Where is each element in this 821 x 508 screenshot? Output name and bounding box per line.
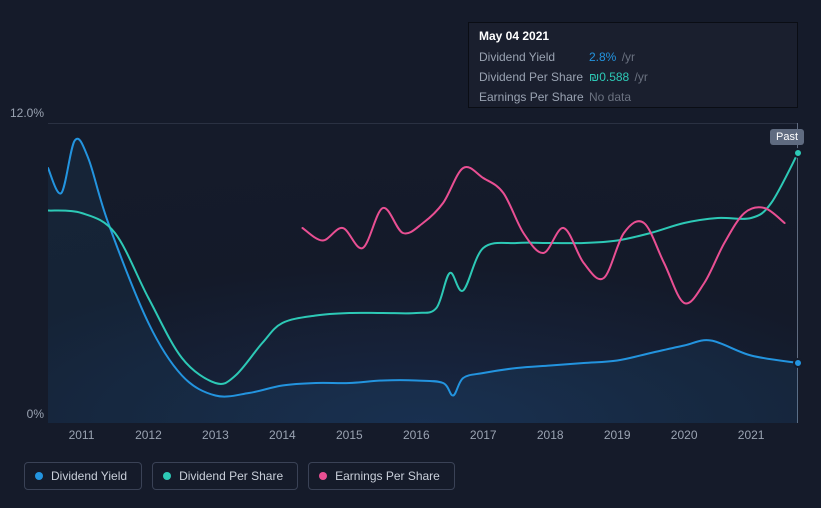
tooltip-value: 2.8% /yr: [589, 50, 635, 64]
xaxis-tick: 2016: [403, 428, 430, 442]
xaxis-tick: 2014: [269, 428, 296, 442]
tooltip-row: Dividend Yield2.8% /yr: [469, 47, 797, 67]
xaxis-tick: 2011: [69, 428, 95, 442]
tooltip-row: Earnings Per ShareNo data: [469, 87, 797, 107]
tooltip: May 04 2021 Dividend Yield2.8% /yrDivide…: [468, 22, 798, 108]
legend: Dividend Yield Dividend Per Share Earnings…: [24, 462, 455, 490]
tooltip-row: Dividend Per Share₪0.588 /yr: [469, 67, 797, 87]
chart-plot[interactable]: Past: [48, 123, 798, 423]
legend-label: Dividend Yield: [51, 469, 127, 483]
legend-dot-icon: [35, 472, 43, 480]
tooltip-label: Earnings Per Share: [479, 90, 589, 104]
tooltip-date: May 04 2021: [469, 23, 797, 47]
tooltip-label: Dividend Per Share: [479, 70, 589, 84]
yaxis-min: 0%: [0, 407, 44, 421]
xaxis-tick: 2017: [470, 428, 497, 442]
tooltip-label: Dividend Yield: [479, 50, 589, 64]
xaxis-tick: 2019: [604, 428, 631, 442]
legend-label: Dividend Per Share: [179, 469, 283, 483]
xaxis-tick: 2020: [671, 428, 698, 442]
xaxis: 2011 2012 2013 2014 2015 2016 2017 2018 2019 2020…: [48, 428, 798, 448]
legend-label: Earnings Per Share: [335, 469, 440, 483]
yaxis-max: 12.0%: [0, 106, 44, 120]
legend-dot-icon: [319, 472, 327, 480]
tooltip-value: No data: [589, 90, 631, 104]
legend-item[interactable]: Dividend Yield: [24, 462, 142, 490]
xaxis-tick: 2015: [336, 428, 363, 442]
legend-item[interactable]: Earnings Per Share: [308, 462, 455, 490]
xaxis-tick: 2021: [738, 428, 765, 442]
xaxis-tick: 2012: [135, 428, 162, 442]
legend-dot-icon: [163, 472, 171, 480]
legend-item[interactable]: Dividend Per Share: [152, 462, 298, 490]
xaxis-tick: 2018: [537, 428, 564, 442]
series-end-dot: [793, 358, 803, 368]
series-end-dot: [793, 148, 803, 158]
xaxis-tick: 2013: [202, 428, 229, 442]
chart-svg: [48, 123, 798, 423]
tooltip-value: ₪0.588 /yr: [589, 70, 648, 84]
